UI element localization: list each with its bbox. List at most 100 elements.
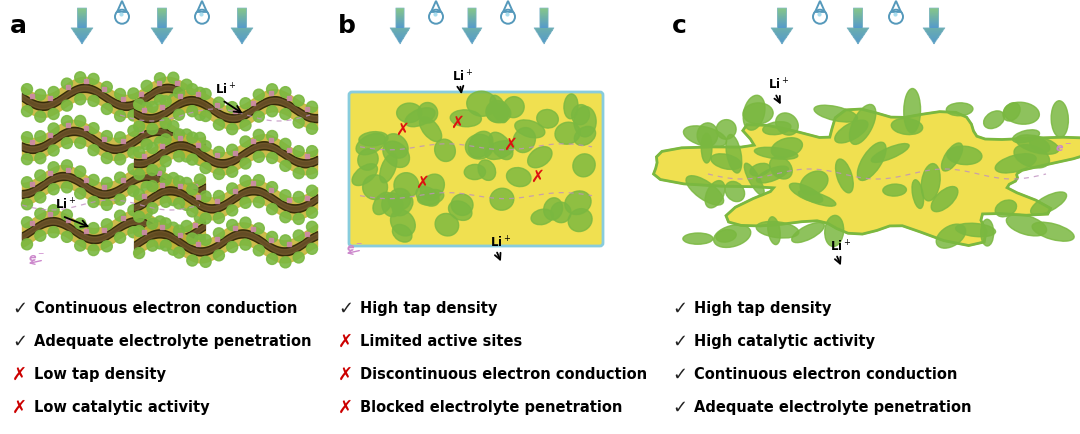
Bar [540,27,549,28]
Ellipse shape [705,181,725,208]
Circle shape [127,185,139,197]
Bar [930,9,939,10]
Bar [853,21,863,22]
Bar [238,22,246,23]
Ellipse shape [543,198,563,220]
Circle shape [280,161,291,171]
Ellipse shape [503,97,524,118]
Circle shape [141,102,152,113]
Circle shape [141,207,152,219]
Circle shape [134,226,145,237]
Ellipse shape [946,103,973,116]
Bar [778,24,786,25]
Bar [78,9,86,10]
Bar [778,9,786,10]
Bar [78,15,86,16]
Bar [930,22,939,23]
Circle shape [181,178,192,188]
Circle shape [181,129,192,140]
Circle shape [293,230,305,241]
Bar [778,20,786,21]
Circle shape [154,164,165,175]
Bar [468,24,476,25]
Circle shape [267,181,278,193]
Bar [540,23,549,24]
Bar [238,14,246,15]
Circle shape [62,160,72,171]
Circle shape [240,136,251,147]
Text: Li$^+$: Li$^+$ [55,198,77,213]
Circle shape [114,111,125,122]
Bar [238,9,246,10]
Bar [778,23,786,24]
Bar [468,8,476,9]
Ellipse shape [701,133,712,163]
Circle shape [200,213,211,224]
Ellipse shape [770,157,793,179]
Bar [158,23,166,24]
Ellipse shape [416,187,440,206]
Ellipse shape [528,147,552,168]
Circle shape [22,84,32,95]
Ellipse shape [420,174,444,200]
Text: ✗: ✗ [415,174,429,192]
Bar [78,13,86,14]
Circle shape [49,108,59,119]
Circle shape [227,241,238,253]
Bar [853,14,863,15]
Circle shape [167,72,179,83]
Bar [540,14,549,15]
Bar [540,17,549,18]
Circle shape [194,234,205,245]
Bar [395,10,404,11]
Bar [158,18,166,19]
Bar [395,9,404,10]
Circle shape [147,123,158,135]
FancyBboxPatch shape [349,92,603,246]
Ellipse shape [1014,145,1050,168]
Bar [158,19,166,20]
Circle shape [194,174,205,185]
Ellipse shape [389,188,410,210]
Ellipse shape [531,209,553,225]
Bar [78,19,86,20]
Bar [158,21,166,22]
Circle shape [181,200,192,210]
Circle shape [187,132,198,143]
Ellipse shape [921,164,941,201]
Bar [853,25,863,26]
Ellipse shape [716,120,737,139]
Circle shape [49,86,59,98]
Circle shape [214,250,225,261]
Text: ✗: ✗ [338,399,353,417]
Circle shape [293,117,305,128]
Circle shape [102,219,112,230]
Text: e$^-$: e$^-$ [28,253,44,264]
Circle shape [22,105,32,117]
Circle shape [194,212,205,224]
Circle shape [134,169,145,180]
Ellipse shape [394,173,419,198]
Ellipse shape [775,113,798,135]
Circle shape [62,78,72,89]
Bar [158,16,166,17]
Ellipse shape [469,131,492,158]
Ellipse shape [418,189,444,205]
Ellipse shape [513,128,536,153]
Ellipse shape [825,215,843,247]
Circle shape [114,194,125,205]
Circle shape [22,199,32,210]
Circle shape [141,80,152,91]
Circle shape [62,182,72,193]
Ellipse shape [947,146,982,164]
Circle shape [154,95,165,106]
Circle shape [154,238,165,249]
Bar [930,14,939,15]
Circle shape [49,227,59,238]
Circle shape [307,123,318,134]
Bar [158,15,166,16]
Circle shape [22,217,32,228]
Circle shape [254,89,265,100]
Circle shape [307,146,318,157]
Circle shape [214,213,225,224]
